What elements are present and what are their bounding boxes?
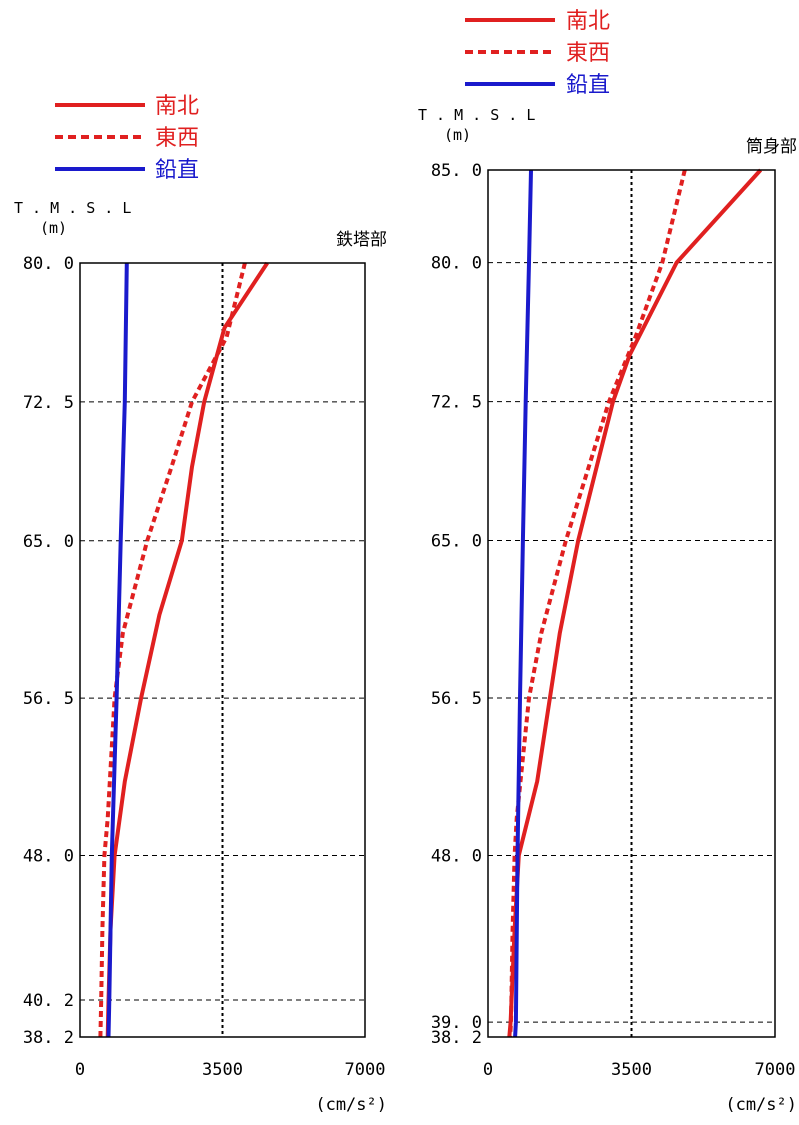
x-axis-unit: (cm/s²): [315, 1095, 387, 1115]
y-tick-label: 72. 5: [23, 393, 74, 413]
series-line-1: [508, 169, 687, 1038]
plot-frame: [79, 262, 366, 1038]
legend-label-ns: 南北: [155, 94, 199, 119]
panel-tower-section: 38. 2 40. 2 48. 0 56. 5 65. 0 72. 5 80. 0 0 3500…: [14, 199, 387, 1115]
y-tick-label: 40. 2: [23, 991, 74, 1011]
y-tick-label: 56. 5: [431, 689, 482, 709]
legend-label-vert: 鉛直: [566, 73, 610, 98]
y-tick-label: 39. 0: [431, 1013, 482, 1033]
y-tick-label: 38. 2: [23, 1028, 74, 1048]
legend-label-ew: 東西: [155, 126, 199, 151]
series-line-0: [105, 261, 269, 1038]
y-axis-unit: (m): [40, 219, 67, 237]
y-tick-label: 65. 0: [431, 532, 482, 552]
y-tick-label: 48. 0: [23, 847, 74, 867]
legend-left: 南北 東西 鉛直: [55, 94, 199, 183]
plot-frame: [487, 169, 776, 1038]
y-tick-label: 38. 2: [431, 1028, 482, 1048]
x-tick-label: 3500: [202, 1060, 243, 1080]
y-tick-label: 56. 5: [23, 689, 74, 709]
y-tick-label: 80. 0: [23, 254, 74, 274]
y-tick-label: 72. 5: [431, 393, 482, 413]
x-tick-label: 7000: [755, 1060, 796, 1080]
panel-title: 鉄塔部: [336, 230, 387, 250]
legend-label-vert: 鉛直: [155, 158, 199, 183]
series-line-2: [513, 169, 533, 1038]
y-tick-label: 80. 0: [431, 254, 482, 274]
y-axis-unit: (m): [444, 126, 471, 144]
panel-title: 筒身部: [746, 137, 797, 157]
legend-label-ns: 南北: [566, 9, 610, 34]
y-axis-label: T . M . S . L: [418, 106, 535, 124]
y-tick-label: 85. 0: [431, 161, 482, 181]
series-line-0: [507, 168, 763, 1038]
panel-chimney-section: 38. 239. 0 48. 0 56. 5 65. 0 72. 5 80. 0 85. 0…: [418, 106, 797, 1115]
x-tick-label: 7000: [345, 1060, 386, 1080]
x-tick-label: 0: [75, 1060, 85, 1080]
legend-label-ew: 東西: [566, 41, 610, 66]
y-axis-label: T . M . S . L: [14, 199, 131, 217]
series-line-2: [106, 262, 129, 1038]
legend-right: 南北 東西 鉛直: [465, 9, 610, 98]
x-tick-label: 3500: [611, 1060, 652, 1080]
y-tick-label: 65. 0: [23, 532, 74, 552]
x-tick-label: 0: [483, 1060, 493, 1080]
x-axis-unit: (cm/s²): [725, 1095, 797, 1115]
y-tick-label: 48. 0: [431, 846, 482, 866]
